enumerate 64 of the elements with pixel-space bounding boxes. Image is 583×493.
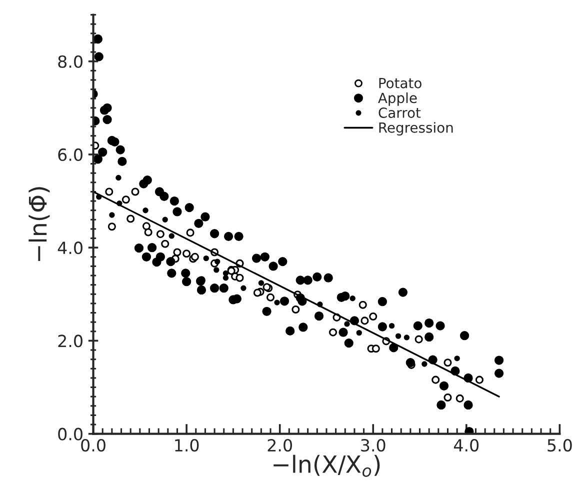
point bbox=[126, 214, 135, 223]
point bbox=[258, 280, 264, 286]
y-tick-label: 2.0 bbox=[58, 334, 82, 348]
point bbox=[162, 216, 168, 223]
point bbox=[222, 275, 229, 281]
point bbox=[360, 316, 369, 325]
point bbox=[292, 306, 300, 314]
point bbox=[253, 288, 262, 297]
x-tick-label: 4.0 bbox=[454, 438, 479, 452]
point bbox=[454, 356, 460, 362]
point bbox=[404, 334, 410, 340]
point bbox=[444, 358, 452, 367]
point bbox=[475, 376, 484, 384]
legend-label: Potato bbox=[379, 78, 422, 88]
point bbox=[168, 233, 174, 239]
point bbox=[266, 293, 275, 302]
x-tick-label: 2.0 bbox=[268, 438, 292, 452]
y-tick-label: 0.0 bbox=[58, 428, 82, 440]
x-axis-title: −ln(X/X$_{o}$) bbox=[274, 454, 380, 477]
point bbox=[161, 240, 170, 248]
point bbox=[173, 248, 182, 256]
point bbox=[350, 296, 356, 302]
point bbox=[444, 394, 452, 402]
point bbox=[144, 228, 152, 236]
point bbox=[214, 258, 220, 264]
y-tick-label: 8.0 bbox=[58, 55, 82, 68]
point bbox=[432, 376, 440, 384]
y-tick-label: 6.0 bbox=[58, 148, 82, 162]
point bbox=[356, 330, 362, 336]
point bbox=[116, 174, 122, 181]
point bbox=[344, 321, 350, 327]
point bbox=[122, 196, 130, 204]
legend-label: Apple bbox=[378, 92, 417, 106]
point bbox=[369, 312, 378, 321]
point bbox=[358, 300, 367, 309]
y-axis-title: −ln(Φ̄) bbox=[28, 187, 50, 261]
point bbox=[182, 250, 191, 258]
point bbox=[214, 267, 220, 273]
point bbox=[236, 274, 244, 282]
point bbox=[131, 188, 140, 196]
x-tick-label: 5.0 bbox=[548, 438, 572, 452]
point bbox=[414, 335, 423, 344]
point bbox=[186, 228, 194, 237]
point bbox=[108, 222, 116, 231]
point bbox=[156, 230, 164, 238]
point bbox=[328, 328, 338, 336]
x-tick-label: 1.0 bbox=[175, 438, 199, 452]
legend-label: Carrot bbox=[378, 107, 421, 118]
x-tick-label: 3.0 bbox=[361, 438, 386, 452]
point bbox=[142, 208, 148, 214]
y-tick-label: 4.0 bbox=[58, 242, 82, 254]
point bbox=[395, 333, 402, 339]
point bbox=[388, 322, 395, 329]
point bbox=[203, 255, 209, 262]
legend-label: Regression bbox=[379, 122, 453, 136]
x-tick-label: 0.0 bbox=[81, 438, 106, 452]
point bbox=[105, 188, 114, 196]
point bbox=[372, 344, 380, 353]
point bbox=[422, 361, 428, 367]
point bbox=[109, 212, 115, 218]
point bbox=[274, 300, 280, 306]
point bbox=[142, 222, 150, 230]
point bbox=[240, 285, 246, 291]
point bbox=[456, 394, 464, 402]
